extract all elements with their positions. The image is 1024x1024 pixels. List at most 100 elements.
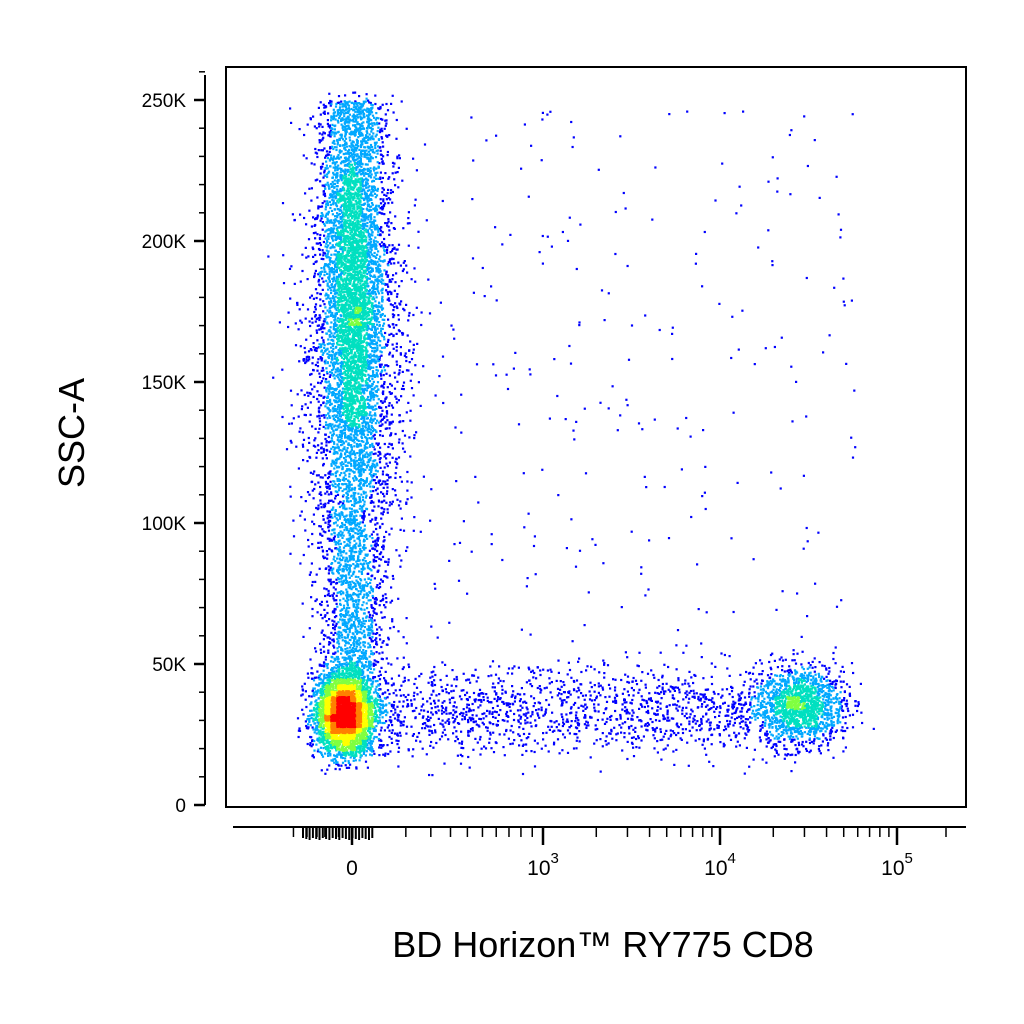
event-dot [371,445,373,447]
event-dot [373,531,375,533]
event-dot [615,211,617,213]
event-dot [343,477,345,479]
event-dot [315,270,317,272]
event-dot [656,727,658,729]
event-dot [464,718,466,720]
event-dot [525,715,527,717]
event-dot [583,717,585,719]
event-dot [371,122,373,124]
event-dot [580,671,582,673]
event-dot [441,713,443,715]
event-dot [476,715,478,717]
event-dot [674,690,676,692]
event-dot [380,172,382,174]
event-dot [577,719,579,721]
event-dot [369,535,371,537]
event-dot [368,562,370,564]
event-dot [315,428,317,430]
event-dot [373,473,375,475]
event-dot [633,677,635,679]
event-dot [578,321,580,323]
event-dot [300,281,302,283]
event-dot [599,738,601,740]
event-dot [559,730,561,732]
event-dot [319,238,321,240]
event-dot [430,741,432,743]
event-dot [704,748,706,750]
event-dot [660,691,662,693]
event-dot [451,697,453,699]
event-dot [367,767,369,769]
event-dot [358,570,360,572]
event-dot [304,518,306,520]
event-dot [647,673,649,675]
event-dot [325,206,327,208]
event-dot [842,737,844,739]
event-dot [576,727,578,729]
event-dot [827,742,829,744]
event-dot [322,229,324,231]
event-dot [369,632,371,634]
event-dot [760,704,762,706]
event-dot [852,726,854,728]
event-dot [322,630,324,632]
event-dot [539,702,541,704]
event-dot [354,500,356,502]
event-dot [731,690,733,692]
event-dot [382,580,384,582]
event-dot [549,720,551,722]
event-dot [363,484,365,486]
event-dot [318,319,320,321]
event-dot [553,730,555,732]
event-dot [328,436,330,438]
event-dot [388,324,390,326]
event-dot [314,600,316,602]
event-dot [311,318,313,320]
event-dot [668,537,670,539]
event-dot [371,494,373,496]
event-dot [324,170,326,172]
event-dot [698,738,700,740]
event-dot [413,692,415,694]
event-dot [512,667,514,669]
event-dot [384,729,386,731]
event-dot [377,188,379,190]
event-dot [537,714,539,716]
event-dot [805,415,807,417]
event-dot [771,264,773,266]
event-dot [704,466,706,468]
event-dot [856,710,858,712]
event-dot [338,483,340,485]
event-dot [508,667,510,669]
event-dot [377,149,379,151]
event-dot [332,176,334,178]
event-dot [401,388,403,390]
event-dot [369,582,371,584]
event-dot [387,189,389,191]
event-dot [774,737,776,739]
event-dot [366,585,368,587]
event-dot [320,356,322,358]
event-dot [379,461,381,463]
event-dot [520,698,522,700]
event-dot [408,664,410,666]
event-dot [784,758,786,760]
event-dot [362,641,364,643]
event-dot [379,626,381,628]
event-dot [620,679,622,681]
event-dot [534,702,536,704]
event-dot [578,689,580,691]
event-dot [393,692,395,694]
event-dot [615,733,617,735]
event-dot [851,662,853,664]
event-dot [324,306,326,308]
event-dot [302,688,304,690]
event-dot [663,691,665,693]
event-dot [323,374,325,376]
event-dot [371,500,373,502]
event-dot [374,619,376,621]
event-dot [754,363,756,365]
event-dot [330,127,332,129]
event-dot [844,690,846,692]
event-dot [320,614,322,616]
